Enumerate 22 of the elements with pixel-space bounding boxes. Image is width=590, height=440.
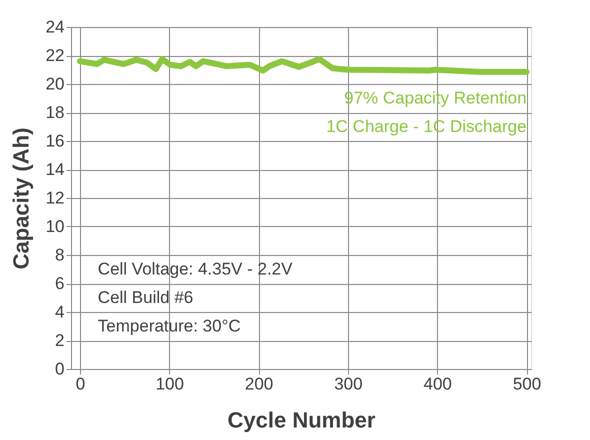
- x-tick-label: 400: [424, 374, 452, 394]
- y-tick-label: 12: [46, 188, 64, 208]
- x-axis-title: Cycle Number: [228, 408, 376, 432]
- y-tick-label: 16: [46, 132, 64, 150]
- x-tick-label: 300: [334, 374, 363, 394]
- y-tick-label: 0: [55, 360, 64, 378]
- y-tick-label: 2: [55, 331, 64, 350]
- y-tick-label: 8: [55, 246, 64, 264]
- y-tick-label: 10: [46, 217, 64, 236]
- y-tick-label: 14: [46, 160, 64, 179]
- x-tick-label: 500: [512, 374, 542, 394]
- y-tick-label: 4: [55, 302, 64, 322]
- y-tick-label: 22: [46, 46, 64, 65]
- y-axis-title: Capacity (Ah): [8, 128, 34, 270]
- x-tick-label: 0: [76, 374, 86, 394]
- y-tick-label: 24: [46, 18, 64, 36]
- x-tick-label: 100: [156, 374, 184, 394]
- annotation: Cell Build #6: [98, 288, 194, 307]
- y-tick-label: 18: [46, 103, 64, 122]
- x-tick-label: 200: [244, 374, 274, 394]
- y-tick-label: 20: [46, 74, 64, 94]
- y-tick-label: 6: [55, 274, 64, 293]
